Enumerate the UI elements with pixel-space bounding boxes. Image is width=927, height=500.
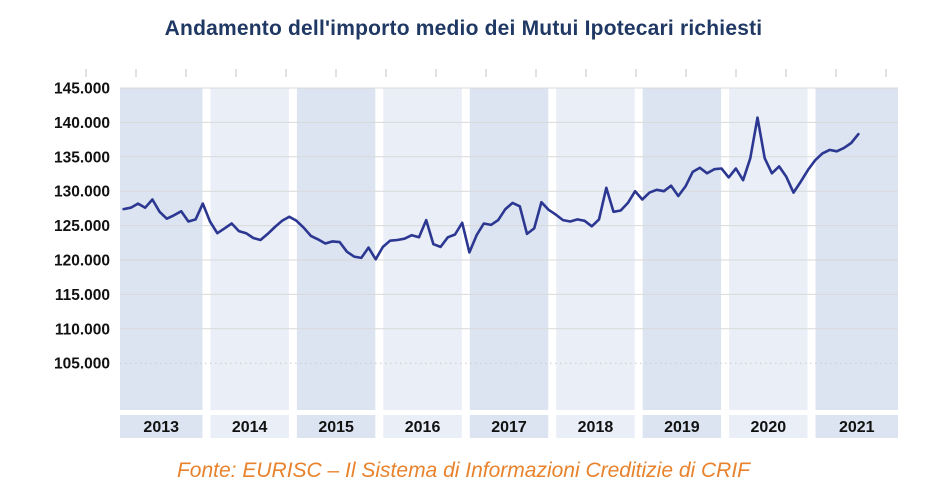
x-axis-label: 2015 (318, 419, 354, 436)
year-label-band (642, 415, 722, 438)
x-axis-label: 2013 (143, 419, 179, 436)
year-band (642, 88, 722, 410)
year-label-band (383, 415, 462, 438)
year-label-band (815, 415, 898, 438)
y-axis-label: 130.000 (54, 184, 110, 201)
chart-title: Andamento dell'importo medio dei Mutui I… (164, 17, 763, 40)
x-axis-label: 2016 (405, 419, 441, 436)
y-axis-label: 145.000 (54, 81, 110, 98)
x-axis-label: 2014 (232, 419, 268, 436)
y-axis-label: 140.000 (54, 115, 110, 132)
year-label-band (556, 415, 635, 438)
year-band (210, 88, 289, 410)
chart-source: Fonte: EURISC – Il Sistema di Informazio… (176, 459, 751, 482)
x-axis-label: 2021 (839, 419, 875, 436)
year-label-band (469, 415, 549, 438)
year-band (729, 88, 808, 410)
year-label-band (729, 415, 808, 438)
year-band (815, 88, 898, 410)
year-label-band (210, 415, 289, 438)
year-band (120, 88, 203, 410)
y-axis-label: 110.000 (55, 321, 110, 338)
year-band (383, 88, 462, 410)
y-axis-label: 115.000 (55, 287, 110, 304)
y-axis-label: 125.000 (54, 218, 110, 235)
y-axis-label: 135.000 (54, 149, 110, 166)
year-label-band (120, 415, 203, 438)
year-band (469, 88, 549, 410)
x-axis-label: 2020 (751, 419, 787, 436)
y-axis-label: 120.000 (54, 253, 110, 270)
x-axis-label: 2018 (578, 419, 614, 436)
year-label-band (296, 415, 376, 438)
y-axis-label: 105.000 (54, 356, 110, 373)
year-band (296, 88, 376, 410)
data-line (122, 116, 860, 261)
x-axis-label: 2019 (664, 419, 700, 436)
x-axis-label: 2017 (491, 419, 527, 436)
year-band (556, 88, 635, 410)
